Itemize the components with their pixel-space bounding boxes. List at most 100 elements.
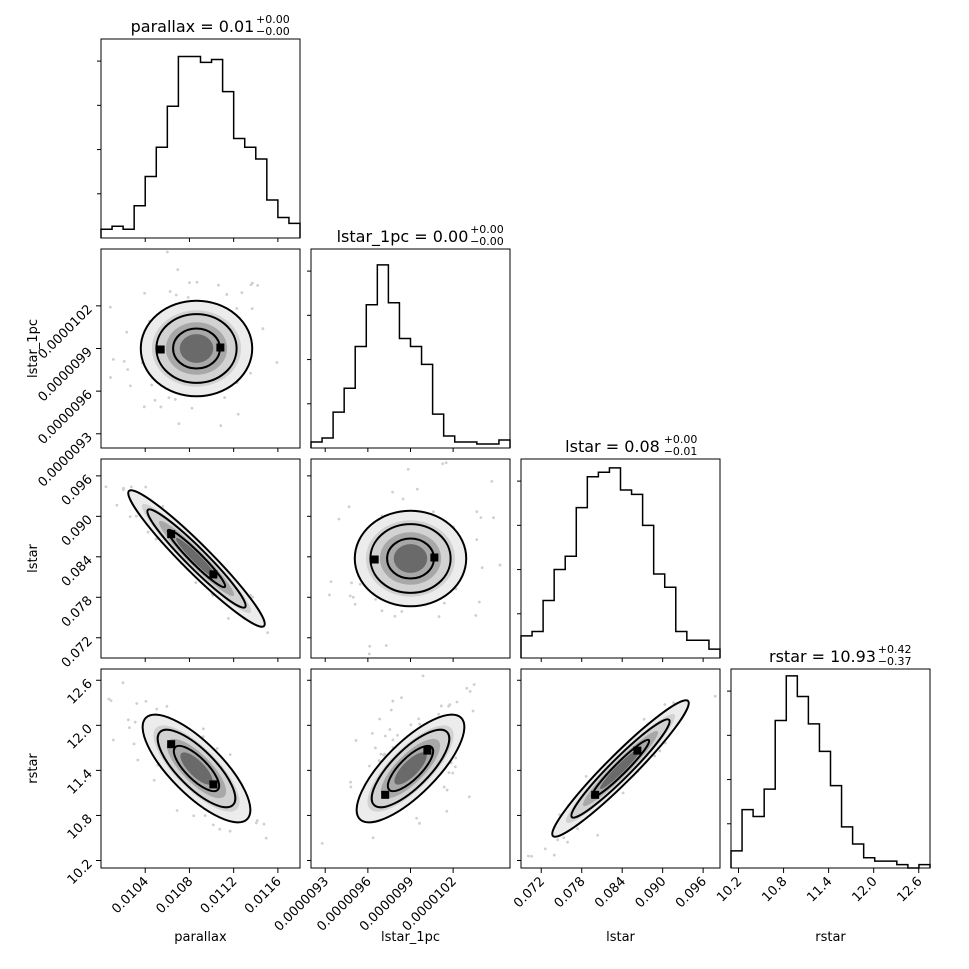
sample-point [111, 358, 115, 361]
x-tick-label: 12.6 [894, 874, 925, 905]
sample-point [264, 836, 268, 840]
sample-point [475, 510, 479, 514]
sample-point [228, 829, 232, 833]
hist-line-lstar_1pc [310, 264, 511, 448]
sample-point [445, 788, 449, 792]
axes-frame [520, 668, 721, 869]
x-axis-label-rstar: rstar [815, 930, 846, 945]
sample-point [142, 405, 146, 409]
axes-frame [100, 668, 301, 869]
density-level [176, 538, 217, 579]
sample-point [144, 485, 148, 489]
density-peak [216, 343, 225, 352]
sample-point [128, 384, 132, 388]
sample-point [374, 598, 378, 601]
sample-point [465, 686, 469, 690]
sample-point [444, 461, 448, 465]
title-rstar: rstar = 10.93 [769, 647, 876, 666]
sample-point [391, 490, 394, 494]
sample-point [379, 752, 383, 756]
title-minus-rstar: −0.37 [878, 655, 912, 668]
title-plus-lstar: +0.00 [664, 433, 698, 446]
hist-line-lstar [520, 467, 721, 658]
sample-point [177, 422, 181, 426]
title-lstar: lstar = 0.08 [565, 437, 660, 456]
sample-point [373, 746, 377, 750]
sample-point [121, 681, 125, 685]
sample-point [186, 296, 190, 299]
sample-point [421, 674, 425, 678]
sample-point [194, 581, 198, 585]
sample-point [173, 397, 177, 401]
contour-line [141, 713, 252, 824]
sample-point [347, 505, 351, 509]
sample-point [566, 840, 569, 844]
contour-line [155, 313, 238, 384]
sample-point [447, 704, 451, 708]
density-level [180, 752, 213, 785]
density-peak [430, 553, 439, 562]
sample-point [320, 841, 324, 845]
sample-point [348, 594, 352, 598]
sample-point [134, 514, 138, 518]
sample-point [454, 756, 458, 760]
panel-lstar-vs-parallax [100, 458, 301, 659]
sample-point [526, 854, 530, 858]
sample-point [228, 753, 232, 757]
contour-line [166, 528, 227, 589]
sample-point [254, 821, 258, 825]
sample-point [368, 764, 371, 768]
sample-point [225, 293, 229, 296]
sample-point [388, 728, 392, 731]
sample-point [445, 809, 449, 813]
sample-point [455, 700, 459, 704]
sample-point [351, 595, 355, 599]
y-axis-label-rstar: rstar [26, 753, 41, 784]
sample-point [146, 530, 150, 534]
title-plus-rstar: +0.42 [878, 643, 912, 656]
x-tick-label: 0.0112 [198, 874, 241, 917]
hist-panel-lstar_1pc: lstar_1pc = 0.00 +0.00−0.00 [307, 223, 511, 449]
sample-point [406, 467, 410, 471]
sample-point [144, 699, 148, 703]
title-lstar_1pc: lstar_1pc = 0.00 [337, 227, 469, 247]
hist-line-rstar [730, 675, 931, 869]
sample-point [195, 280, 199, 284]
sample-point [175, 809, 179, 812]
sample-point [329, 580, 333, 584]
axes-frame [310, 248, 511, 449]
y-tick-label: 0.090 [59, 513, 96, 550]
density-peak [209, 570, 218, 579]
panel-lstar_1pc-vs-parallax [100, 248, 301, 449]
sample-point [371, 731, 374, 735]
sample-point [153, 398, 157, 402]
sample-point [383, 734, 387, 738]
sample-point [256, 283, 260, 287]
axes-frame [100, 38, 301, 239]
x-tick-label: 10.2 [714, 874, 745, 905]
density-level [600, 748, 641, 789]
sample-point [126, 368, 130, 371]
sample-point [219, 424, 223, 428]
sample-point [441, 462, 445, 466]
x-tick-label: 12.0 [849, 874, 880, 905]
sample-point [215, 747, 219, 750]
sample-point [358, 582, 362, 586]
sample-point [367, 652, 371, 656]
sample-point [129, 485, 133, 489]
sample-point [337, 517, 341, 521]
sample-point [126, 718, 130, 722]
title-parallax: parallax = 0.01 [131, 17, 255, 36]
sample-point [453, 765, 457, 769]
sample-point [249, 371, 252, 375]
sample-point [211, 823, 215, 827]
title-plus-parallax: +0.00 [256, 13, 290, 26]
sample-point [152, 778, 156, 782]
sample-point [409, 723, 413, 727]
contour-line [139, 299, 254, 398]
sample-point [713, 694, 717, 698]
x-axis-label-lstar_1pc: lstar_1pc [381, 930, 440, 945]
sample-point [415, 816, 419, 820]
sample-point [475, 538, 479, 542]
